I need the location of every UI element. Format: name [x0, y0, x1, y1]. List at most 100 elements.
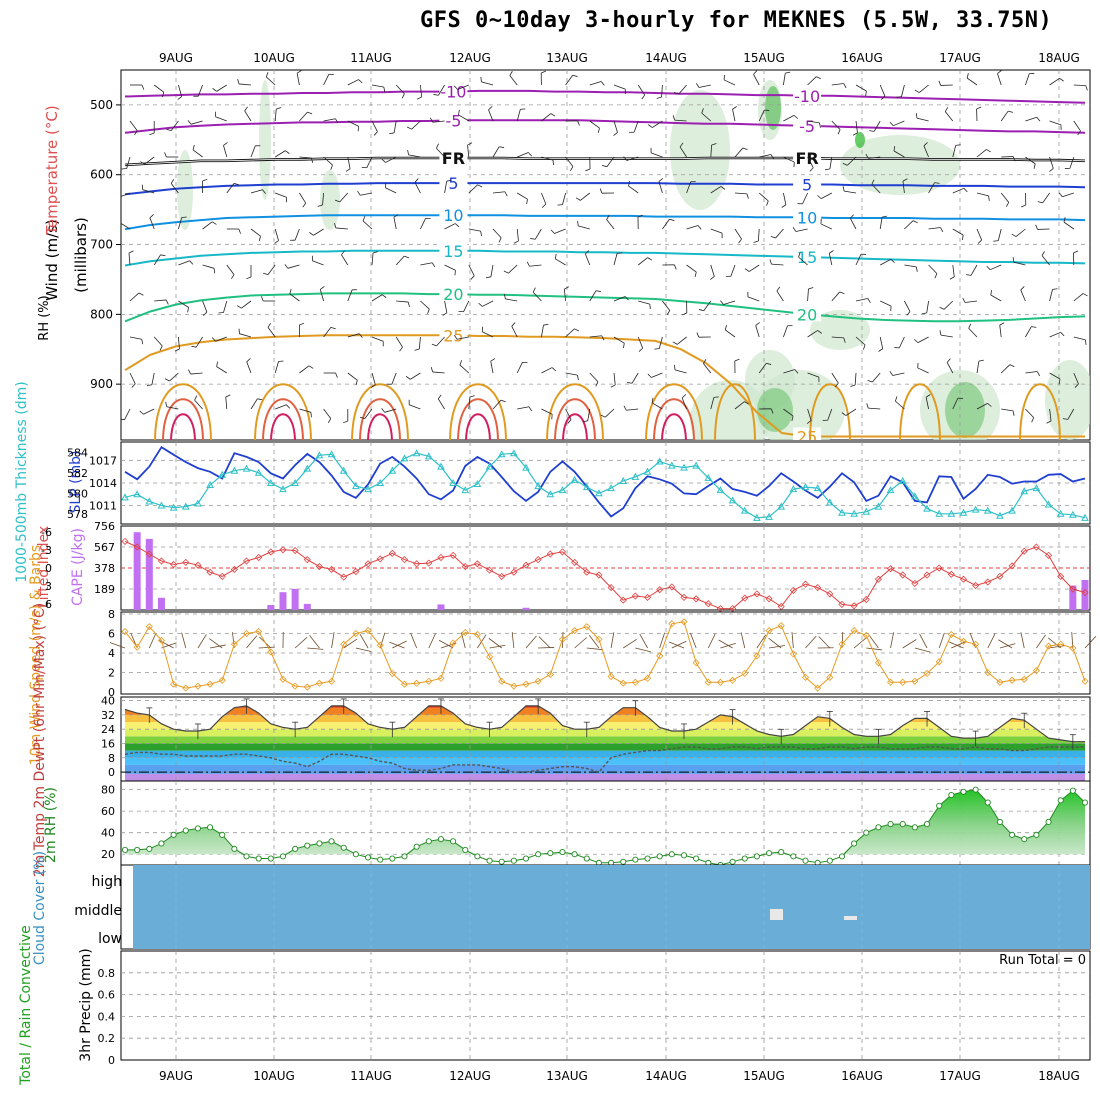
wind-barb: [770, 408, 774, 414]
wind-barb: [577, 375, 579, 381]
wind-barb: [1037, 201, 1043, 204]
tick-label: 0.8: [98, 967, 116, 980]
cape-label: CAPE (J/kg): [70, 528, 86, 606]
li-point: [291, 546, 299, 555]
wind-speed-point: [1044, 642, 1053, 650]
wind-barb: [160, 254, 166, 257]
wind-barb: [362, 216, 366, 222]
thickness-point: [1056, 509, 1065, 517]
wind-barb: [952, 397, 959, 410]
wind-barb: [869, 130, 875, 132]
thickness-point: [716, 486, 725, 494]
wind-barb: [309, 635, 320, 649]
rh-point: [656, 853, 663, 860]
wind-barb: [393, 214, 399, 218]
tick-label: 0.4: [98, 1010, 116, 1023]
date-label: 16AUG: [841, 1069, 883, 1083]
wind-barb: [694, 271, 697, 277]
wind-barb: [317, 204, 323, 207]
wind-barb: [477, 634, 487, 649]
thickness-point: [133, 490, 141, 498]
wind-barb: [1042, 192, 1050, 204]
wind-barb: [990, 289, 992, 296]
wind-barb: [454, 334, 458, 340]
wind-barb: [904, 264, 917, 268]
wind-barb: [1073, 336, 1086, 341]
wind-barb: [159, 345, 163, 351]
tick-label: 24: [101, 723, 115, 736]
wind-barb: [841, 412, 847, 416]
wind-barb: [1073, 293, 1084, 302]
wind-barb: [393, 120, 397, 133]
li-point: [1081, 588, 1089, 597]
wind-barb: [923, 142, 928, 147]
li-point: [157, 557, 166, 565]
wind-barb: [843, 83, 847, 89]
wind-barb: [327, 418, 332, 424]
rh-point: [753, 853, 760, 860]
li-point: [218, 572, 226, 580]
cloud-level-middle: middle: [74, 903, 122, 919]
wind-barb: [637, 257, 648, 266]
wind-barb: [904, 300, 911, 312]
li-point: [413, 560, 421, 568]
temp-contour: [359, 398, 401, 440]
rh-point: [304, 842, 311, 849]
li-point: [704, 600, 712, 608]
wind-barb: [420, 84, 423, 97]
rh-point: [316, 840, 323, 847]
wind-barb: [296, 73, 300, 86]
cape-bar: [267, 605, 275, 610]
wind-barb: [438, 84, 445, 96]
wind-barb: [262, 189, 266, 194]
li-point: [303, 556, 311, 564]
wind-speed-point: [328, 677, 336, 685]
thickness-point: [522, 463, 530, 471]
wind-barb: [239, 333, 252, 338]
temp-contour: [154, 383, 212, 440]
rh-point: [340, 844, 347, 851]
wind-barb: [713, 396, 719, 398]
wind-barb: [639, 633, 648, 649]
wind-speed-point: [303, 683, 311, 691]
wind-barb: [952, 187, 965, 194]
wind-barb: [541, 408, 553, 415]
wind-barb: [951, 641, 967, 649]
thickness-point: [218, 470, 227, 478]
wind-speed-point: [340, 640, 348, 648]
wind-speed-point: [498, 677, 506, 685]
cape-li-panel: -6 -3 0 3 6 756 567 378 189: [41, 520, 1091, 613]
thickness-point: [643, 467, 652, 475]
wind-barb: [187, 120, 192, 125]
temp-contour: [124, 214, 1086, 231]
wind-barb: [580, 192, 591, 201]
wind-barb: [674, 369, 687, 374]
wind-barb: [563, 289, 566, 302]
wind-barb: [999, 643, 1016, 649]
temp-contour: [254, 383, 312, 440]
wind-barb: [379, 632, 386, 649]
wind-barb: [889, 121, 894, 126]
li-point: [887, 565, 895, 573]
thickness-point: [595, 489, 603, 497]
li-point: [959, 575, 968, 583]
left-axis-labels: Wind (m/s) Temperature (°C) (millibars) …: [14, 105, 94, 1086]
wind-barb: [839, 291, 845, 295]
wind-barb: [976, 228, 983, 241]
thickness-point: [534, 482, 543, 490]
wind-barb: [347, 120, 359, 127]
contour-label-bg: [793, 208, 822, 225]
wind-barb: [517, 152, 529, 158]
wind-barb: [538, 636, 551, 649]
rh-point: [875, 824, 882, 831]
wind-barb: [703, 363, 712, 374]
thickness-point: [740, 506, 749, 514]
wind-barb: [635, 647, 652, 653]
contour-label-bg: [793, 305, 822, 322]
temp-contour: [124, 157, 1086, 166]
wind-barb: [829, 156, 833, 169]
thickness-point: [983, 506, 992, 514]
tick-label: 756: [94, 520, 115, 533]
wind-barb: [216, 361, 218, 367]
